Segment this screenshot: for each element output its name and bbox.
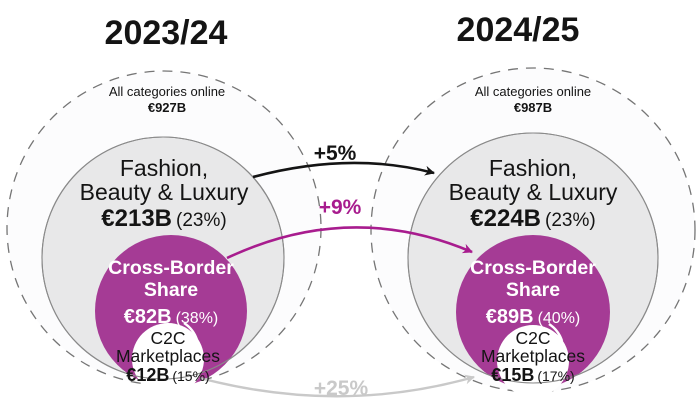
all-categories-block-right: All categories online €987B — [475, 84, 591, 116]
c2c-value: €12B — [126, 365, 170, 385]
year-title-left: 2023/24 — [104, 14, 228, 52]
fashion-growth-label: +5% — [313, 142, 357, 165]
cross-border-circle-left — [95, 235, 247, 387]
c2c-growth-arrow — [199, 374, 475, 398]
cross-border-value: €89B — [485, 306, 534, 328]
c2c-value-right: €15B (17%) — [491, 365, 574, 386]
cross-border-circle-right — [456, 235, 610, 389]
cross-border-line1: Cross-Border — [470, 257, 596, 279]
fashion-line2: Beauty & Luxury — [79, 179, 249, 205]
fashion-value-left: €213B (23%) — [101, 205, 226, 233]
highlight-arc-left — [183, 321, 199, 341]
c2c-line2: Marketplaces — [115, 346, 221, 366]
cross-border-line1: Cross-Border — [108, 257, 234, 279]
fashion-value-right: €224B (23%) — [470, 205, 595, 233]
all-categories-value: €927B — [147, 100, 187, 116]
fashion-label-right: Fashion, Beauty & Luxury — [449, 156, 618, 204]
c2c-growth-label: +25% — [313, 377, 369, 400]
all-categories-value: €987B — [513, 100, 553, 116]
c2c-share: (17%) — [537, 368, 575, 384]
cross-border-value: €82B — [123, 306, 172, 328]
cross-border-growth-label: +9% — [318, 196, 362, 219]
fashion-value: €213B — [101, 205, 173, 232]
c2c-label-right: C2C Marketplaces — [481, 329, 585, 365]
c2c-share: (15%) — [172, 368, 210, 384]
fashion-share: (23%) — [545, 210, 596, 231]
cross-border-value-left: €82B (38%) — [124, 306, 219, 329]
cross-border-label-right: Cross-Border Share — [470, 257, 596, 301]
c2c-line1: C2C — [515, 328, 551, 348]
highlight-arc-right — [548, 322, 564, 342]
c2c-line1: C2C — [150, 328, 186, 348]
all-categories-block-left: All categories online €927B — [109, 84, 225, 116]
fashion-circle-outline-left — [41, 136, 285, 380]
fashion-growth-arrow — [252, 161, 435, 179]
cross-border-label-left: Cross-Border Share — [108, 257, 234, 301]
c2c-value-left: €12B (15%) — [126, 365, 209, 386]
cross-border-share: (40%) — [537, 310, 581, 327]
all-categories-label: All categories online — [474, 84, 592, 99]
fashion-value: €224B — [470, 205, 542, 232]
fashion-label-left: Fashion, Beauty & Luxury — [80, 156, 249, 204]
cross-border-line2: Share — [143, 278, 199, 301]
fashion-line2: Beauty & Luxury — [448, 179, 618, 205]
cross-border-line2: Share — [505, 278, 561, 301]
c2c-label-left: C2C Marketplaces — [116, 329, 220, 365]
c2c-line2: Marketplaces — [480, 346, 586, 366]
cross-border-growth-arrow — [226, 226, 473, 260]
c2c-circle-right — [497, 325, 569, 397]
all-categories-label: All categories online — [108, 84, 226, 99]
cross-border-value-right: €89B (40%) — [486, 306, 581, 329]
fashion-line1: Fashion, — [488, 155, 578, 181]
fashion-share: (23%) — [176, 210, 227, 231]
cross-border-share: (38%) — [175, 310, 219, 327]
fashion-circle-outline-right — [407, 132, 659, 384]
fashion-line1: Fashion, — [119, 155, 209, 181]
c2c-value: €15B — [491, 365, 535, 385]
year-title-right: 2024/25 — [456, 11, 580, 49]
